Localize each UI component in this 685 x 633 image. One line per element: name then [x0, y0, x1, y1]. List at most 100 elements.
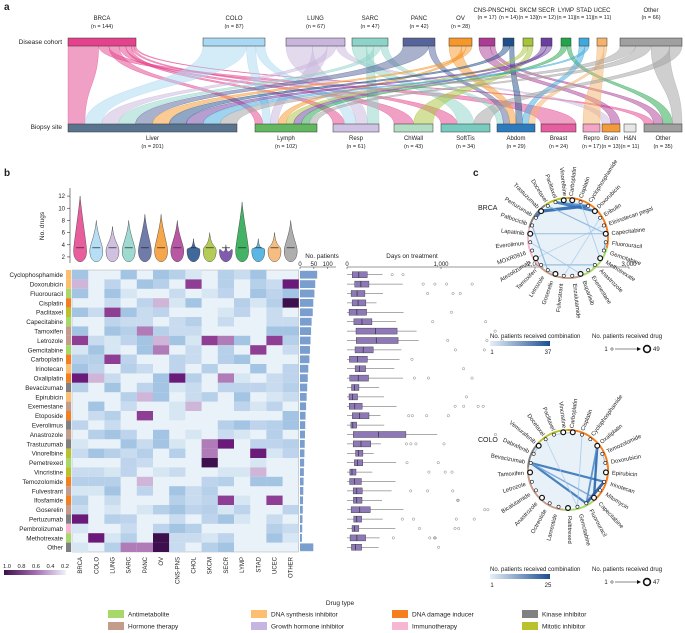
colo-drug-node — [600, 451, 605, 456]
days-tick-label: 0 — [345, 262, 349, 268]
boxplot-outlier — [454, 348, 457, 352]
violin-sarc — [121, 220, 136, 262]
heatmap-cell — [282, 279, 299, 289]
boxplot-outlier — [433, 536, 436, 540]
heatmap-cell — [217, 288, 234, 299]
heatmap-cell — [136, 411, 153, 421]
site-count: (n = 43) — [404, 144, 423, 150]
heatmap-cell — [201, 364, 218, 374]
drug-label: Trastuzumab — [26, 441, 63, 448]
boxplot-outlier — [453, 527, 457, 530]
boxplot-outlier — [470, 376, 474, 380]
heatmap-cell — [136, 307, 153, 317]
heatmap-cell — [153, 279, 170, 289]
brca-drug-label: Everolimus — [495, 241, 524, 250]
drug-type-swatch — [66, 354, 71, 364]
colo-combination-edge — [530, 462, 595, 499]
legend-swatch-hormone-therapy — [108, 622, 124, 630]
drug-label: Etoposide — [35, 413, 64, 420]
cohort-bar-other — [619, 37, 683, 47]
cohort-name: SECR — [538, 8, 555, 14]
npatients-bar — [300, 421, 306, 429]
heatmap-cell — [282, 439, 299, 449]
heatmap-cell — [72, 307, 89, 317]
heatmap-cell — [185, 335, 202, 346]
heatmap-col-label: OV — [159, 557, 165, 566]
boxplot-outlier — [451, 292, 455, 295]
colo-drug-node — [556, 504, 561, 509]
site-bar-liver — [67, 123, 238, 133]
violin-brca — [73, 196, 87, 262]
cohort-count: (n = 11) — [575, 15, 594, 21]
boxplot-outlier — [426, 292, 429, 295]
brca-combination-edge — [563, 217, 601, 276]
cohort-name: SARC — [362, 16, 379, 22]
npatients-bar — [300, 402, 307, 411]
heatmap-cell — [136, 476, 153, 487]
colo-drug-node — [535, 442, 542, 449]
violin-tick-label: 2 — [62, 255, 66, 261]
heatmap-cell — [153, 373, 170, 383]
brca-combination-edge — [580, 202, 601, 259]
drug-type-swatch — [66, 476, 71, 487]
cohort-name: LYMP — [558, 8, 574, 14]
brca-type-arc — [582, 247, 608, 277]
boxplot-outlier — [412, 517, 415, 521]
site-bar-h&n — [623, 123, 637, 133]
brca-drug-node — [577, 270, 584, 277]
alluvial-flows — [67, 45, 683, 125]
heatmap-col-label: SECR — [224, 556, 230, 573]
heatmap-cell — [266, 523, 283, 534]
boxplot-outlier — [442, 442, 446, 446]
violin-lung — [105, 226, 120, 262]
colo-drug-label: Bevacizumab — [490, 453, 525, 465]
npatients-bar — [300, 524, 303, 533]
npatients-bar — [300, 327, 312, 335]
colo-drug-large-node — [642, 577, 652, 587]
drug-label: Fulvestrant — [32, 488, 63, 495]
drug-type-swatch — [66, 279, 71, 289]
heatmap-cell — [88, 335, 105, 346]
site-count: (n = 24) — [549, 144, 568, 150]
cohort-bar-lung — [285, 37, 346, 47]
boxplot-box — [352, 412, 370, 419]
heatmap-cell — [104, 335, 121, 346]
boxplot-outlier — [410, 414, 414, 418]
site-name: Breast — [550, 136, 568, 142]
brca-drug-min: 1 — [604, 347, 608, 353]
brca-drug-large-node — [642, 344, 652, 354]
heatmap-cell — [104, 542, 121, 552]
site-name: Resp — [349, 136, 364, 142]
boxplot-box — [351, 384, 360, 391]
boxplot-outlier — [462, 367, 465, 371]
heatmap-cell — [250, 420, 267, 430]
heatmap-cell — [104, 467, 121, 477]
legend-swatch-dna-damage-inducer — [392, 610, 408, 618]
heatmap-col-label: LUNG — [111, 557, 117, 574]
drug-label: Gemcitabine — [28, 347, 64, 354]
site-count: (n = 35) — [653, 144, 672, 150]
heatmap-cell — [282, 523, 299, 534]
boxplot-outlier — [485, 339, 489, 342]
brca-drug-node — [570, 273, 575, 278]
heatmap-cell — [153, 307, 170, 317]
heatmap-cell — [234, 307, 251, 317]
boxplot-outlier — [436, 461, 440, 465]
heatmap-cell — [120, 458, 137, 468]
panel-a: a Disease cohort Biopsy site BRCA (n = 144) C… — [4, 2, 683, 150]
drug-label: Capecitabine — [26, 319, 63, 326]
boxplot-box — [348, 309, 367, 316]
violin-panc — [138, 214, 152, 262]
boxplot-outlier — [390, 273, 394, 277]
colo-drug-max: 47 — [653, 580, 660, 586]
heatmap-cell — [234, 495, 251, 505]
boxplot-outlier — [453, 404, 457, 408]
heatmap-cell — [201, 448, 218, 458]
violin-skcm — [202, 232, 217, 262]
heatmap-cell — [282, 505, 299, 515]
cohort-count: (n = 13) — [518, 15, 537, 21]
colo-drug-node — [580, 432, 584, 437]
boxplot-outlier — [427, 376, 430, 380]
heatmap-cell — [217, 345, 234, 355]
heatmap-cell — [169, 411, 186, 421]
